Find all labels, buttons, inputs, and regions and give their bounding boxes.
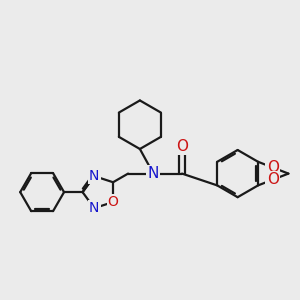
- Text: N: N: [89, 169, 99, 183]
- Text: O: O: [267, 172, 279, 187]
- Text: N: N: [148, 166, 159, 181]
- Text: O: O: [108, 195, 118, 209]
- Text: O: O: [267, 160, 279, 175]
- Text: O: O: [176, 139, 188, 154]
- Text: N: N: [89, 201, 99, 215]
